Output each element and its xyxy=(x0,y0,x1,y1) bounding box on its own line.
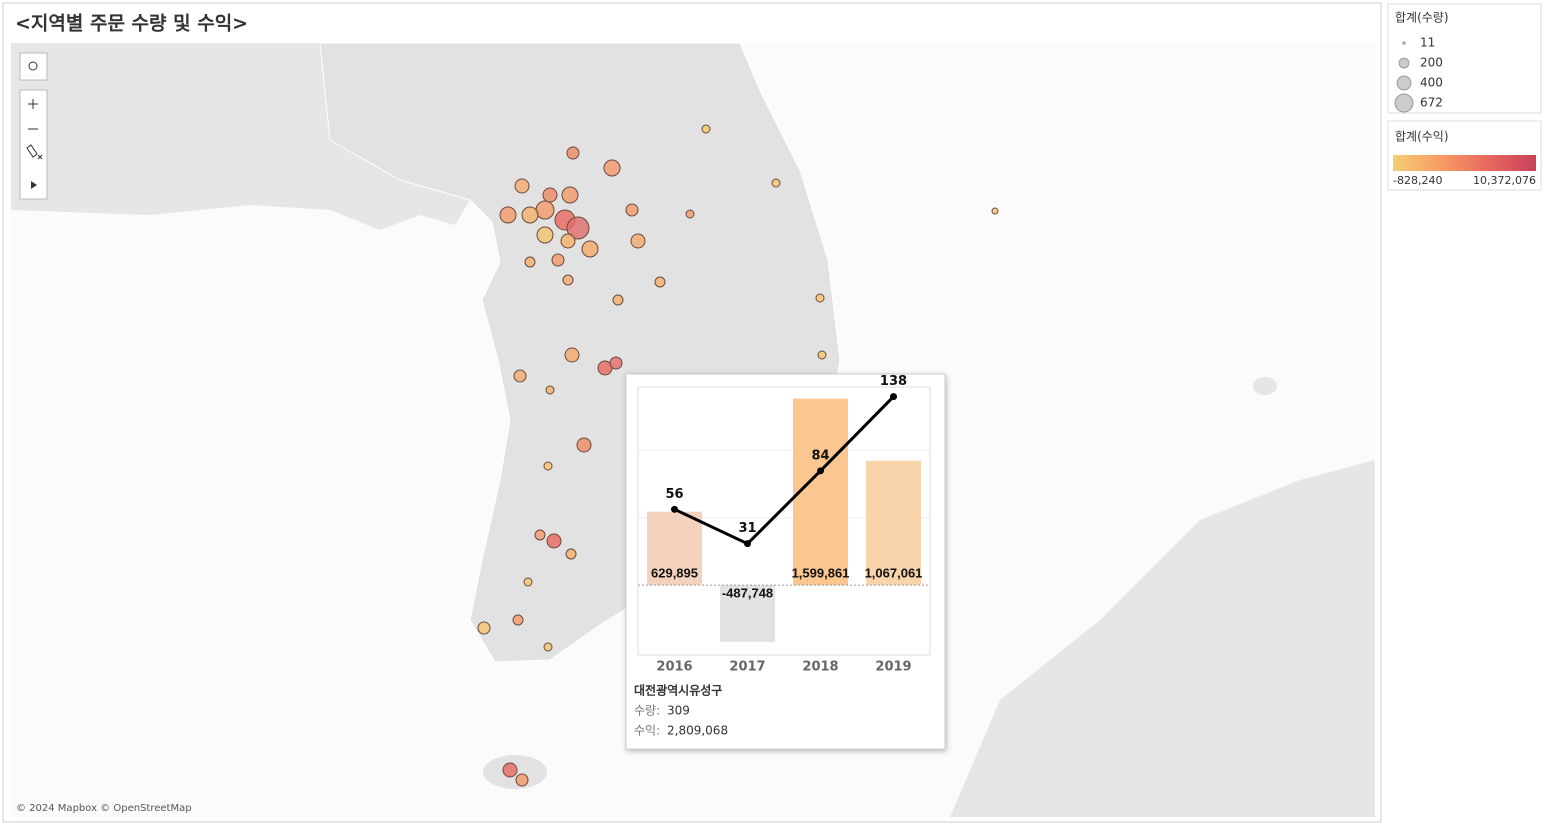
map-bubble xyxy=(654,276,666,288)
map-bubble xyxy=(771,178,781,188)
map-bubble xyxy=(524,256,536,268)
legend-title: 합계(수익) xyxy=(1395,130,1449,144)
map-bubble xyxy=(512,614,524,626)
map-bubble xyxy=(543,461,553,471)
map-bubble xyxy=(513,369,527,383)
map-bubble xyxy=(609,356,623,370)
map-bubble xyxy=(603,159,621,177)
bar xyxy=(793,398,848,586)
legend-max: 10,372,076 xyxy=(1473,174,1536,187)
line-point xyxy=(671,505,678,513)
map-bubble xyxy=(551,253,565,267)
line-value-label: 31 xyxy=(738,521,756,536)
unpin[interactable] xyxy=(26,144,43,160)
legend-size-mark xyxy=(1398,57,1410,69)
line-point xyxy=(890,393,897,401)
map-bubble xyxy=(562,274,574,286)
map-bubble xyxy=(515,773,529,787)
bar xyxy=(647,511,702,586)
map-bubble xyxy=(499,206,517,224)
map-controls xyxy=(19,52,48,200)
map-bubble xyxy=(546,533,562,549)
map-bubble xyxy=(564,347,580,363)
legend-title: 합계(수량) xyxy=(1395,11,1449,25)
map-bubble xyxy=(514,178,530,194)
map-bubble xyxy=(534,529,546,541)
map-bubble xyxy=(561,186,579,204)
map-bubble xyxy=(523,577,533,587)
field-label: 수익: xyxy=(634,724,660,738)
zoom-in[interactable] xyxy=(28,99,38,109)
map-bubble xyxy=(685,209,695,219)
map-bubble xyxy=(543,642,553,652)
tooltip: 대전광역시유성구 수량: 309 수익: 2,809,068 629,895 20… xyxy=(625,373,946,750)
line-point xyxy=(744,540,751,548)
map-bubbles xyxy=(477,124,999,787)
map-bubble xyxy=(991,207,999,215)
field-value: 309 xyxy=(667,704,690,718)
size-legend: 합계(수량) 11 200 400 672 xyxy=(1387,3,1542,114)
line-value-label: 56 xyxy=(665,487,683,502)
map-bubble xyxy=(817,350,827,360)
map-bubble xyxy=(566,146,580,160)
map-bubble xyxy=(630,233,646,249)
land xyxy=(950,460,1375,817)
legend-size-mark xyxy=(1396,75,1412,91)
color-ramp xyxy=(1393,155,1536,171)
bar xyxy=(866,460,921,586)
field-label: 수량: xyxy=(634,704,660,718)
map-bubble xyxy=(565,548,577,560)
legend-size-mark xyxy=(1394,93,1414,113)
bar-value-label: 629,895 xyxy=(651,566,698,581)
map-bubble xyxy=(545,385,555,395)
legend-size-label: 200 xyxy=(1420,56,1443,70)
land xyxy=(11,43,470,230)
map-bubble xyxy=(612,294,624,306)
map-bubble xyxy=(521,206,539,224)
attribution: © 2024 Mapbox © OpenStreetMap xyxy=(16,803,192,814)
map-bubble xyxy=(576,437,592,453)
map-bubble xyxy=(536,226,554,244)
map-bubble xyxy=(701,124,711,134)
line-point xyxy=(817,467,824,475)
bar-value-label: 1,599,861 xyxy=(792,566,850,581)
map-bubble xyxy=(815,293,825,303)
title: <지역별 주문 수량 및 수익> xyxy=(15,13,248,35)
map-bubble xyxy=(625,203,639,217)
legend-box xyxy=(1387,3,1542,114)
x-tick-label: 2019 xyxy=(875,660,911,675)
legend-size-mark xyxy=(1402,41,1406,45)
bar xyxy=(720,585,775,642)
search-button[interactable] xyxy=(19,52,48,81)
bar-value-label: 1,067,061 xyxy=(865,566,923,581)
map-bubble xyxy=(542,187,558,203)
map-bubble xyxy=(502,762,518,778)
expand[interactable] xyxy=(31,181,37,189)
line-value-label: 138 xyxy=(880,374,907,389)
region-name: 대전광역시유성구 xyxy=(634,683,722,698)
map-bubble xyxy=(535,200,555,220)
field-value: 2,809,068 xyxy=(667,724,728,738)
map-bubble xyxy=(560,233,576,249)
color-legend: 합계(수익) -828,240 10,372,076 xyxy=(1387,120,1542,191)
map-bubble xyxy=(477,621,491,635)
legend-min: -828,240 xyxy=(1393,174,1442,187)
legend-size-label: 672 xyxy=(1420,96,1443,110)
line xyxy=(673,395,895,546)
search-icon xyxy=(28,61,38,71)
x-tick-label: 2016 xyxy=(656,660,692,675)
map-bubble xyxy=(566,216,590,240)
land xyxy=(1253,377,1277,395)
bar-value-label: -487,748 xyxy=(722,586,773,601)
legend-size-label: 400 xyxy=(1420,76,1443,90)
line-value-label: 84 xyxy=(811,448,829,463)
x-tick-label: 2018 xyxy=(802,660,838,675)
map-bubble xyxy=(581,240,599,258)
legend-size-label: 11 xyxy=(1420,36,1435,50)
x-tick-label: 2017 xyxy=(729,660,765,675)
